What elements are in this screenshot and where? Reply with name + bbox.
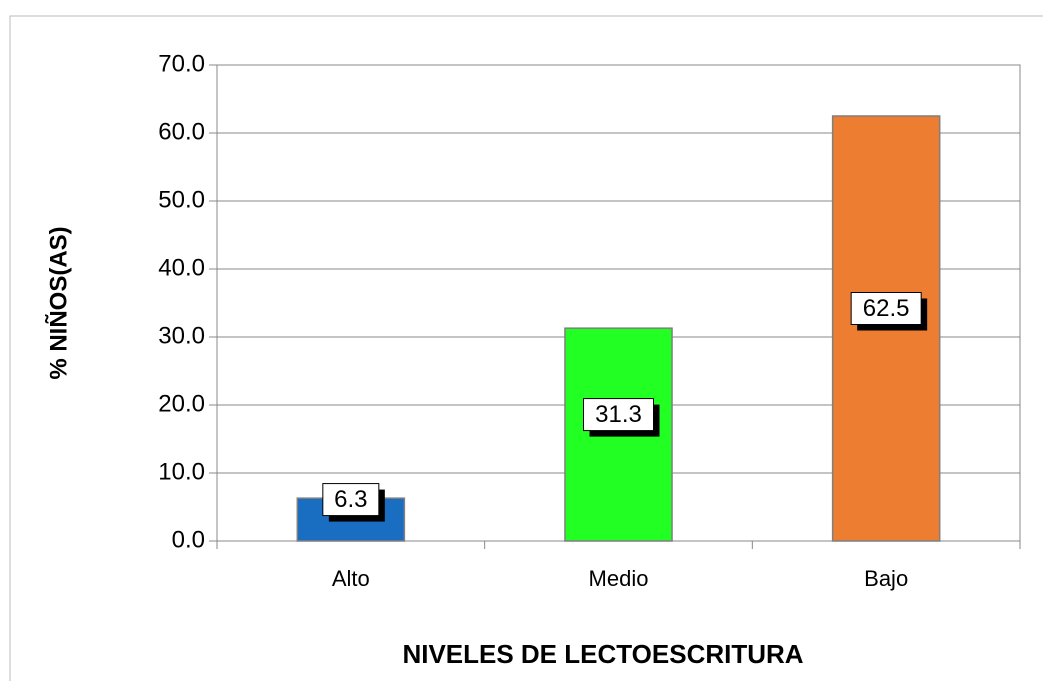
data-label: 6.3 (334, 486, 367, 513)
x-tick-label: Bajo (864, 566, 908, 591)
data-label: 62.5 (863, 295, 910, 322)
data-label-box (322, 483, 380, 517)
chart-frame (9, 15, 1043, 681)
x-tick-label: Medio (589, 566, 649, 591)
y-tick-label: 0.0 (172, 526, 205, 553)
x-tick-label: Alto (332, 566, 370, 591)
y-axis-title: % NIÑOS(AS) (44, 226, 72, 379)
y-tick-label: 30.0 (158, 322, 205, 349)
x-axis-title: NIVELES DE LECTOESCRITURA (402, 639, 803, 669)
y-tick-label: 50.0 (158, 186, 205, 213)
y-tick-label: 40.0 (158, 254, 205, 281)
y-tick-label: 70.0 (158, 50, 205, 77)
y-tick-label: 60.0 (158, 118, 205, 145)
data-label: 31.3 (595, 401, 642, 428)
data-label-box (850, 292, 922, 325)
y-tick-label: 20.0 (158, 390, 205, 417)
data-label-box (583, 398, 654, 432)
y-tick-label: 10.0 (158, 458, 205, 485)
